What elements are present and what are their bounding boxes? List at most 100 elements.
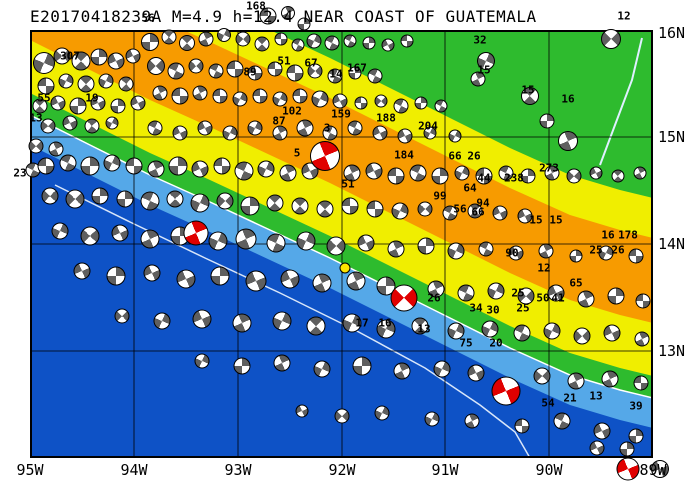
- focal-mechanism-beachball: [539, 113, 555, 129]
- focal-mechanism-beachball: [569, 249, 583, 263]
- depth-label: 13: [417, 322, 431, 336]
- latitude-tick-14N: 14N: [658, 235, 686, 253]
- focal-mechanism-beachball: [226, 60, 244, 78]
- longitude-tick-89W: 89W: [639, 461, 667, 479]
- depth-label: 44: [477, 171, 491, 185]
- focal-mechanism-beachball: [69, 97, 87, 115]
- depth-label: 307: [60, 49, 80, 63]
- depth-label: 273: [539, 161, 559, 175]
- focal-mechanism-beachball: [628, 428, 644, 444]
- focal-mechanism-beachball: [91, 187, 109, 205]
- focal-mechanism-beachball: [213, 157, 231, 175]
- depth-label: 19: [85, 91, 99, 105]
- focal-mechanism-beachball: [387, 167, 405, 185]
- focal-mechanism-beachball: [635, 293, 651, 309]
- depth-label: 5: [293, 146, 301, 160]
- depth-label: 26: [427, 291, 441, 305]
- focal-mechanism-beachball: [520, 168, 536, 184]
- longitude-tick-92W: 92W: [328, 461, 356, 479]
- focal-mechanism-beachball: [417, 237, 435, 255]
- depth-label: 15: [521, 83, 535, 97]
- depth-label: 94: [476, 196, 490, 210]
- land-orange-band: [30, 30, 653, 323]
- map-title: E20170418239A M=4.9 h=12.4 NEAR COAST OF…: [30, 7, 537, 26]
- depth-label: 66: [448, 149, 462, 163]
- depth-label: 30: [486, 303, 500, 317]
- depth-label: 16: [561, 92, 575, 106]
- depth-label: 26: [611, 243, 625, 257]
- depth-label: 64: [463, 181, 477, 195]
- depth-label: 34: [469, 301, 483, 315]
- depth-label: 167: [347, 61, 367, 75]
- depth-label: 238: [504, 171, 524, 185]
- depth-label: 178: [618, 228, 638, 242]
- focal-mechanism-beachball: [210, 266, 230, 286]
- focal-mechanism-beachball: [341, 197, 359, 215]
- depth-label: 50: [536, 291, 550, 305]
- depth-label: 39: [629, 399, 643, 413]
- depth-label: 67: [304, 56, 318, 70]
- latitude-tick-15N: 15N: [658, 128, 686, 146]
- focal-mechanism-beachball: [252, 88, 268, 104]
- epicenter-marker: [339, 262, 351, 274]
- focal-mechanism-beachball: [352, 356, 372, 376]
- focal-mechanism-beachball: [348, 66, 362, 80]
- focal-mechanism-beachball: [628, 248, 644, 264]
- depth-label: 13: [29, 111, 43, 125]
- depth-label: 168: [246, 0, 266, 13]
- depth-label: 65: [569, 276, 583, 290]
- longitude-tick-94W: 94W: [120, 461, 148, 479]
- depth-label: 12: [537, 261, 551, 275]
- focal-mechanism-beachball: [80, 156, 100, 176]
- depth-label: 16: [378, 316, 392, 330]
- depth-label: 15: [549, 213, 563, 227]
- focal-mechanism-beachball: [106, 266, 126, 286]
- focal-mechanism-beachball: [233, 357, 251, 375]
- depth-label: 15: [477, 63, 491, 77]
- longitude-tick-90W: 90W: [535, 461, 563, 479]
- focal-mechanism-beachball: [607, 287, 625, 305]
- river-line: [599, 37, 643, 166]
- depth-label: 102: [282, 104, 302, 118]
- depth-label: 90: [505, 246, 519, 260]
- latitude-tick-13N: 13N: [658, 342, 686, 360]
- focal-mechanism-beachball: [110, 98, 126, 114]
- depth-label: 32: [473, 33, 487, 47]
- focal-mechanism-beachball: [168, 156, 188, 176]
- depth-label: 13: [589, 389, 603, 403]
- depth-label: 51: [277, 54, 291, 68]
- focal-mechanism-beachball: [431, 167, 449, 185]
- depth-label: 17: [355, 316, 369, 330]
- depth-label: 16: [601, 228, 615, 242]
- depth-label: 55: [37, 91, 51, 105]
- latitude-tick-16N: 16N: [658, 24, 686, 42]
- focal-mechanism-beachball: [292, 88, 308, 104]
- focal-mechanism-beachball: [619, 441, 635, 457]
- longitude-tick-93W: 93W: [224, 461, 252, 479]
- focal-mechanism-beachball: [37, 157, 55, 175]
- depth-label: 99: [433, 189, 447, 203]
- depth-label: 25: [589, 243, 603, 257]
- depth-label: 21: [563, 391, 577, 405]
- depth-label: 23: [13, 166, 27, 180]
- depth-label: 204: [418, 119, 438, 133]
- depth-label: 89: [243, 65, 257, 79]
- focal-mechanism-beachball: [171, 87, 189, 105]
- depth-label: 51: [341, 177, 355, 191]
- focal-mechanism-beachball: [414, 96, 428, 110]
- depth-label: 26: [467, 149, 481, 163]
- depth-label: 56: [141, 11, 155, 25]
- focal-mechanism-beachball: [354, 96, 368, 110]
- focal-mechanism-beachball: [125, 157, 143, 175]
- depth-label: 25: [516, 301, 530, 315]
- depth-label: 20: [489, 336, 503, 350]
- focal-mechanism-beachball: [212, 88, 228, 104]
- depth-label: 87: [272, 114, 286, 128]
- focal-mechanism-beachball: [366, 200, 384, 218]
- depth-label: 159: [331, 107, 351, 121]
- focal-mechanism-beachball: [240, 196, 260, 216]
- depth-label: 14: [329, 67, 343, 81]
- depth-label: 56: [453, 202, 467, 216]
- longitude-tick-91W: 91W: [431, 461, 459, 479]
